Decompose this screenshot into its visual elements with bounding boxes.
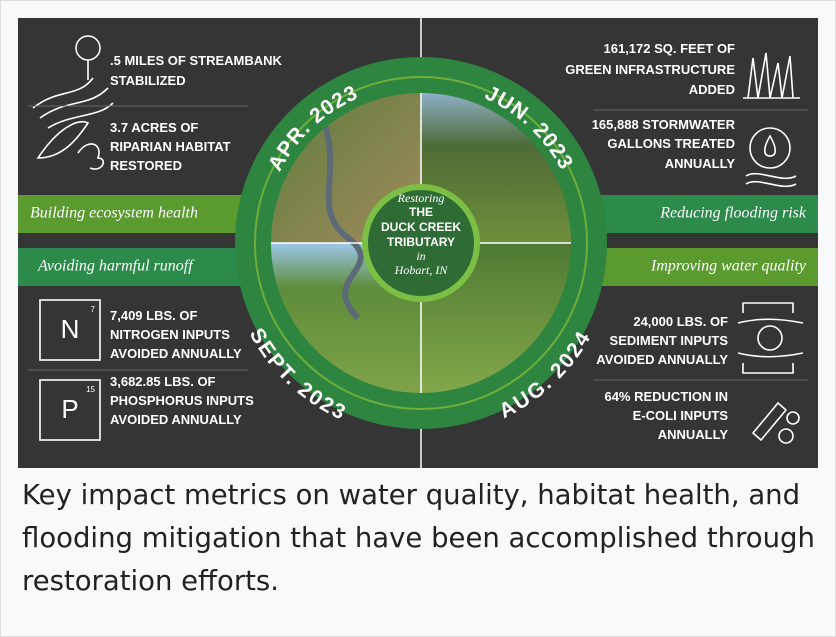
banner-text: Reducing flooding risk — [659, 205, 807, 222]
metric-text: RIPARIAN HABITAT — [110, 139, 231, 154]
element-symbol: P — [61, 394, 78, 424]
metric-text: RESTORED — [110, 158, 182, 173]
metric-text: .5 MILES OF STREAMBANK — [110, 53, 283, 68]
metric-text: E-COLI INPUTS — [633, 408, 729, 423]
metric-text: PHOSPHORUS INPUTS — [110, 393, 254, 408]
metric-text: 3.7 ACRES OF — [110, 120, 198, 135]
center-text: THE — [409, 205, 433, 219]
metric-text: ANNUALLY — [658, 427, 729, 442]
metric-text: 161,172 SQ. FEET OF — [604, 41, 736, 56]
center-text: Restoring — [397, 191, 445, 205]
center-text: in — [416, 249, 425, 263]
metric-text: 64% REDUCTION IN — [604, 389, 728, 404]
metric-text: 3,682.85 LBS. OF — [110, 374, 216, 389]
metric-text: AVOIDED ANNUALLY — [596, 352, 728, 367]
metric-text: NITROGEN INPUTS — [110, 327, 230, 342]
metric-text: ANNUALLY — [665, 156, 736, 171]
caption: Key impact metrics on water quality, hab… — [22, 474, 822, 603]
metric-text: ADDED — [689, 82, 735, 97]
banner-text: Building ecosystem health — [30, 205, 198, 222]
center-text: Hobart, IN — [394, 263, 449, 277]
metric-text: GREEN INFRASTRUCTURE — [565, 62, 735, 77]
metric-text: 24,000 LBS. OF — [633, 314, 728, 329]
metric-text: STABILIZED — [110, 73, 186, 88]
metric-text: 165,888 STORMWATER — [592, 117, 736, 132]
metric-text: 7,409 LBS. OF — [110, 308, 197, 323]
page: APR. 2023 JUN. 2023 SEPT. 2023 AUG. 2024… — [0, 0, 836, 637]
center-text: TRIBUTARY — [387, 235, 455, 249]
element-symbol: N — [61, 314, 80, 344]
metric-text: AVOIDED ANNUALLY — [110, 346, 242, 361]
metric-text: SEDIMENT INPUTS — [610, 333, 729, 348]
center-text: DUCK CREEK — [381, 220, 461, 234]
metric-text: AVOIDED ANNUALLY — [110, 412, 242, 427]
infographic: APR. 2023 JUN. 2023 SEPT. 2023 AUG. 2024… — [18, 18, 818, 468]
element-number: 7 — [91, 305, 96, 314]
banner-text: Avoiding harmful runoff — [37, 258, 195, 275]
metric-text: GALLONS TREATED — [607, 136, 735, 151]
element-number: 15 — [86, 385, 95, 394]
banner-text: Improving water quality — [650, 258, 807, 275]
